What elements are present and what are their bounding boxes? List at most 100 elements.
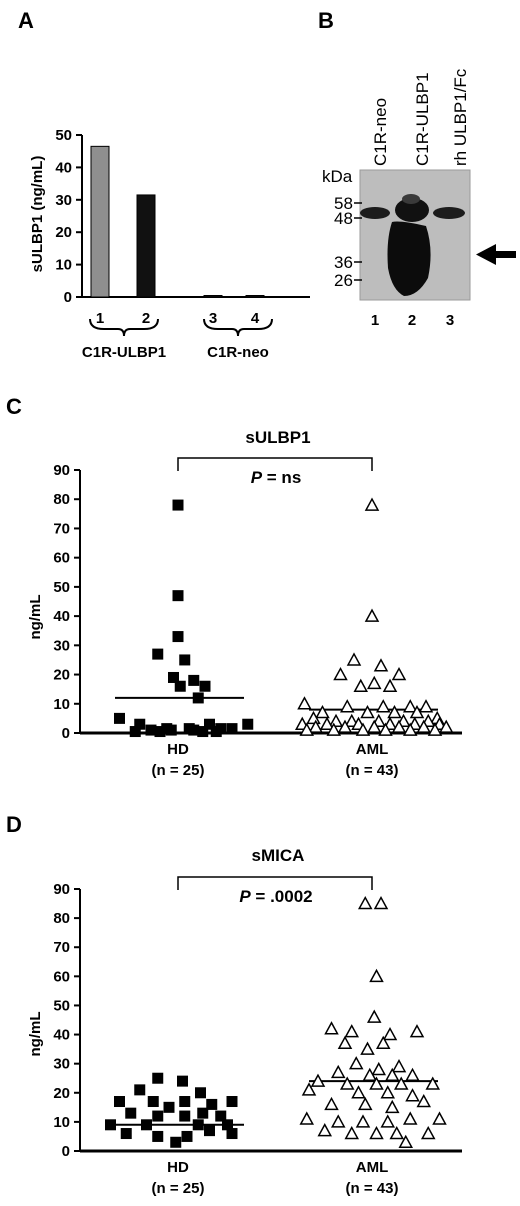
panel-d-point-aml bbox=[317, 1123, 333, 1137]
panel-c-point-aml bbox=[375, 699, 391, 713]
panel-c: C sULBP1 P = ns ng/mL 0 10 20 30 40 50 60 70 80 9… bbox=[6, 394, 462, 779]
panel-d-point-hd bbox=[222, 1119, 233, 1131]
panel-a-bar-2 bbox=[136, 194, 156, 298]
panel-c-point-hd bbox=[172, 499, 184, 511]
panel-d-point-aml bbox=[384, 1099, 400, 1114]
panel-c-point-hd bbox=[242, 718, 254, 730]
panel-a: A sULBP1 (ng/mL) 0 10 20 30 40 50 1 2 3 4 C1R-UL… bbox=[18, 8, 310, 361]
panel-a-bars bbox=[90, 145, 265, 298]
panel-d-point-aml bbox=[357, 895, 373, 910]
lane-number-1: 1 bbox=[371, 312, 379, 329]
panel-c-point-aml bbox=[427, 722, 443, 736]
panel-d-point-hd bbox=[152, 1072, 164, 1084]
panel-c-y-tick-label: 20 bbox=[53, 667, 70, 684]
panel-c-point-hd bbox=[168, 671, 179, 683]
panel-c-point-aml bbox=[346, 652, 362, 666]
panel-c-point-aml bbox=[297, 696, 312, 710]
panel-d-point-aml bbox=[405, 1067, 420, 1082]
panel-a-category-label: 1 bbox=[96, 310, 104, 327]
panel-d-y-tick-label: 0 bbox=[62, 1143, 70, 1160]
panel-c-point-aml bbox=[339, 699, 355, 713]
panel-c-point-aml bbox=[416, 719, 432, 733]
panel-d-point-aml bbox=[339, 1076, 355, 1090]
panel-c-data-points bbox=[114, 497, 454, 738]
panel-d-point-aml bbox=[360, 1041, 375, 1055]
panel-c-point-aml bbox=[366, 675, 382, 690]
lane-number-3: 3 bbox=[446, 312, 454, 329]
panel-c-point-aml bbox=[391, 666, 407, 681]
panel-d-point-hd bbox=[192, 1119, 204, 1131]
panel-c-x-label-hd: HD bbox=[167, 741, 189, 758]
panel-d-label: D bbox=[6, 812, 22, 837]
panel-d-point-aml bbox=[344, 1125, 360, 1140]
panel-d-y-tick-label: 90 bbox=[53, 881, 70, 898]
panel-a-category-label: 4 bbox=[251, 310, 260, 327]
panel-c-point-hd bbox=[199, 680, 211, 692]
panel-b-label: B bbox=[318, 8, 334, 33]
panel-d-point-hd bbox=[105, 1119, 116, 1131]
panel-d-point-aml bbox=[416, 1093, 432, 1108]
marker-58: 58 bbox=[334, 194, 353, 213]
panel-c-point-hd bbox=[114, 712, 125, 724]
panel-c-p-symbol: P bbox=[251, 468, 263, 487]
panel-d-point-hd bbox=[120, 1128, 132, 1140]
panel-d-point-hd bbox=[125, 1107, 137, 1119]
panel-c-y-tick-label: 0 bbox=[62, 725, 70, 742]
marker-26: 26 bbox=[334, 271, 353, 290]
panel-c-point-hd bbox=[197, 726, 209, 738]
panel-c-point-aml bbox=[319, 716, 335, 730]
panel-a-y-ticks: 0 10 20 30 40 50 bbox=[55, 127, 82, 306]
panel-c-point-hd bbox=[210, 726, 222, 738]
panel-c-point-aml bbox=[337, 719, 353, 733]
kda-label: kDa bbox=[322, 167, 353, 186]
panel-c-point-aml bbox=[382, 678, 398, 692]
panel-a-category-labels: 1 2 3 4 bbox=[96, 310, 260, 327]
panel-a-y-tick-label: 40 bbox=[55, 159, 72, 176]
panel-a-y-tick-label: 0 bbox=[64, 289, 72, 306]
panel-d-point-aml bbox=[391, 1059, 407, 1073]
panel-d-point-aml bbox=[382, 1026, 398, 1041]
panel-a-group-label-2: C1R-neo bbox=[207, 344, 269, 361]
panel-d-significance-bracket bbox=[177, 876, 373, 890]
panel-c-y-axis-label: ng/mL bbox=[27, 595, 44, 640]
panel-d-point-aml bbox=[373, 895, 389, 910]
band-lane3-48kda bbox=[433, 207, 465, 219]
panel-a-category-label: 2 bbox=[142, 310, 150, 327]
band-lane1-48kda bbox=[360, 207, 390, 219]
panel-d-point-hd bbox=[170, 1136, 182, 1148]
marker-48: 48 bbox=[334, 209, 353, 228]
panel-c-y-tick-label: 40 bbox=[53, 608, 70, 625]
panel-d-point-aml bbox=[420, 1125, 436, 1140]
panel-c-y-tick-label: 90 bbox=[53, 462, 70, 479]
panel-d-point-aml bbox=[310, 1073, 326, 1087]
panel-d-point-hd bbox=[204, 1125, 215, 1137]
panel-c-x-label-aml: AML bbox=[356, 741, 389, 758]
panel-d-point-hd bbox=[152, 1130, 164, 1142]
panel-c-point-aml bbox=[402, 699, 418, 713]
panel-c-y-tick-label: 60 bbox=[53, 550, 70, 567]
panel-d-y-tick-label: 80 bbox=[53, 910, 70, 927]
panel-d-y-tick-label: 40 bbox=[53, 1027, 70, 1044]
panel-c-point-hd bbox=[172, 590, 184, 602]
panel-a-bar-1 bbox=[90, 145, 110, 298]
panel-d-point-hd bbox=[134, 1084, 146, 1096]
panel-c-p-text: = ns bbox=[262, 468, 301, 487]
panel-c-point-aml bbox=[306, 710, 321, 725]
panel-c-label: C bbox=[6, 394, 22, 419]
panel-c-point-hd bbox=[134, 718, 146, 730]
panel-a-group-brace-2 bbox=[203, 318, 273, 337]
panel-c-point-hd bbox=[154, 726, 166, 738]
panel-c-point-aml bbox=[360, 704, 375, 719]
panel-c-point-aml bbox=[409, 704, 425, 719]
panel-c-point-aml bbox=[308, 719, 324, 733]
panel-c-p-value: P = ns bbox=[251, 468, 302, 487]
panel-c-point-aml bbox=[299, 722, 315, 736]
panel-d-point-hd bbox=[152, 1110, 164, 1122]
panel-d-point-aml bbox=[405, 1088, 420, 1102]
left-arrow-icon bbox=[476, 244, 516, 265]
panel-d-point-aml bbox=[389, 1125, 405, 1140]
panel-d-point-aml bbox=[324, 1021, 339, 1035]
marker-36: 36 bbox=[334, 253, 353, 272]
panel-a-group-brace-1 bbox=[89, 318, 159, 337]
